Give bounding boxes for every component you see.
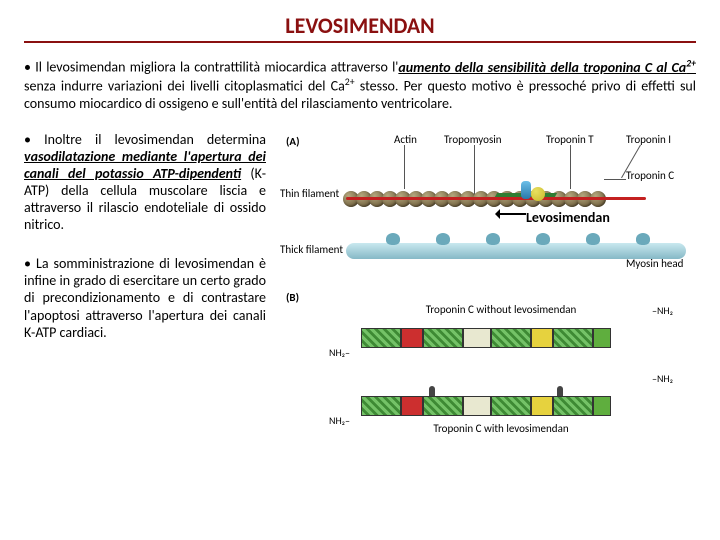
- p2-pre: • Inoltre il levosimendan determina: [24, 131, 266, 148]
- troponin-segment: [593, 328, 611, 348]
- levo-arrow: [496, 213, 526, 215]
- p1-post: senza indurre variazioni dei livelli cit…: [24, 78, 345, 95]
- p2-em: vasodilatazione mediante l'apertura dei …: [24, 148, 266, 182]
- myosin-head: [536, 233, 550, 245]
- troponin-segment: [463, 328, 491, 348]
- nh2-left: NH₂–: [329, 414, 350, 427]
- troponin-segment: [463, 396, 491, 416]
- myosin-head: [486, 233, 500, 245]
- troponin-segment: [491, 396, 531, 416]
- panel-b-label: (B): [286, 291, 299, 304]
- connector: [570, 145, 571, 189]
- label-troponinI: Troponin I: [626, 133, 671, 146]
- panel-a-label: (A): [286, 135, 300, 148]
- paragraph-1: • Il levosimendan migliora la contrattil…: [24, 57, 696, 113]
- panel-b: Troponin C without levosimendan NH₂– –NH…: [311, 299, 691, 435]
- troponin-segment: [423, 328, 463, 348]
- label-actin: Actin: [394, 133, 417, 146]
- paragraph-2: • Inoltre il levosimendan determina vaso…: [24, 131, 266, 233]
- diagram: (A) Actin Tropomyosin Troponin T Troponi…: [276, 131, 696, 471]
- troponin-segment: [423, 396, 463, 416]
- troponin-segment: [531, 396, 553, 416]
- label-levosimendan: Levosimendan: [526, 209, 610, 226]
- p1-sup1: 2+: [686, 57, 696, 69]
- caption-with: Troponin C with levosimendan: [311, 422, 691, 435]
- troponin-segment: [593, 396, 611, 416]
- myosin-body: [346, 243, 686, 259]
- p1-em-text: aumento della sensibilità della troponin…: [398, 59, 686, 76]
- myosin-head: [386, 233, 400, 245]
- connector: [604, 179, 626, 180]
- troponin-segment: [401, 396, 423, 416]
- troponin-segment: [491, 328, 531, 348]
- thin-filament: [346, 185, 666, 225]
- nh2-left: NH₂–: [329, 346, 350, 359]
- label-thick: Thick filament: [280, 243, 343, 256]
- troponin-bar-without: [361, 328, 641, 348]
- p1-sup2: 2+: [345, 76, 355, 88]
- nh2-right: –NH₂: [652, 372, 673, 385]
- p1-em: aumento della sensibilità della troponin…: [398, 59, 696, 76]
- troponin-segment: [401, 328, 423, 348]
- connector: [404, 145, 405, 189]
- troponin-segment: [361, 328, 401, 348]
- troponin-bar-with: [361, 396, 641, 416]
- tropomyosin-strand: [346, 197, 646, 200]
- troponin-segment: [531, 328, 553, 348]
- nh2-right: –NH₂: [652, 304, 673, 317]
- troponin-i: [531, 187, 545, 201]
- thick-filament: [346, 237, 686, 265]
- page-title: LEVOSIMENDAN: [24, 12, 696, 43]
- myosin-head: [636, 233, 650, 245]
- troponin-c: [521, 181, 531, 199]
- troponin-segment: [553, 328, 593, 348]
- caption-without: Troponin C without levosimendan: [311, 303, 691, 316]
- myosin-head: [436, 233, 450, 245]
- paragraph-3: • La somministrazione di levosimendan è …: [24, 255, 266, 340]
- troponin-segment: [361, 396, 401, 416]
- troponin-segment: [553, 396, 593, 416]
- label-tropomyosin: Tropomyosin: [444, 133, 502, 146]
- label-thin: Thin filament: [280, 187, 339, 200]
- myosin-head: [586, 233, 600, 245]
- p1-pre: • Il levosimendan migliora la contrattil…: [24, 59, 398, 76]
- label-troponinC: Troponin C: [626, 169, 674, 182]
